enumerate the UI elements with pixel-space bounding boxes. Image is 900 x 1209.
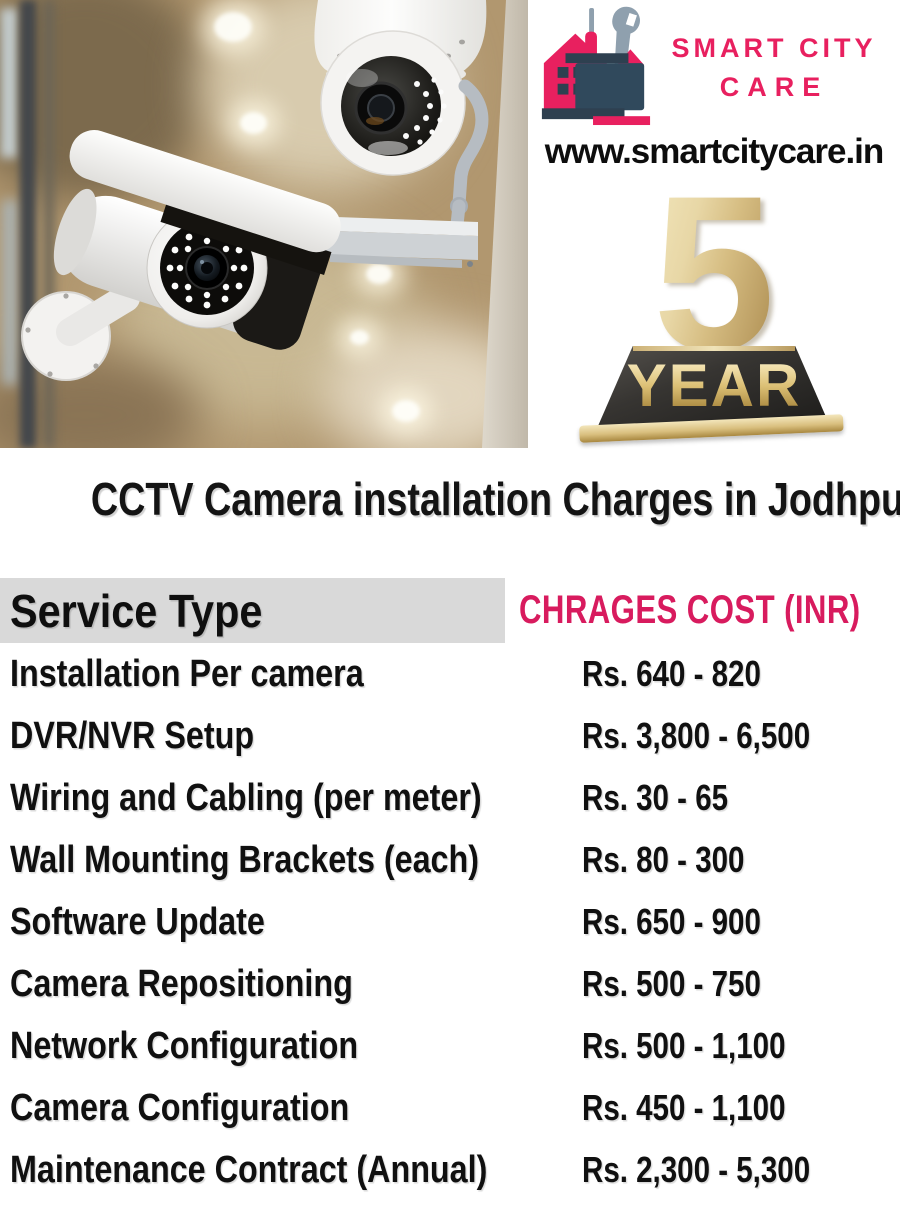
- wall-pillar: [482, 0, 528, 448]
- service-name: Camera Configuration: [10, 1087, 350, 1129]
- badge-base-trim: [632, 346, 796, 351]
- table-row: Camera Configuration Rs. 450 - 1,100: [0, 1077, 900, 1139]
- window-pane: [0, 8, 18, 158]
- camera-illustration: [21, 0, 528, 448]
- dome-camera-icon: [314, 0, 487, 176]
- service-name: Maintenance Contract (Annual): [10, 1149, 488, 1191]
- service-name: Software Update: [10, 901, 265, 943]
- camera-bracket: [306, 79, 489, 268]
- service-name: Wall Mounting Brackets (each): [10, 839, 480, 881]
- service-cost: Rs. 80 - 300: [582, 839, 745, 880]
- window-pane: [2, 200, 18, 385]
- table-row: DVR/NVR Setup Rs. 3,800 - 6,500: [0, 705, 900, 767]
- ceiling-light: [392, 400, 420, 422]
- table-row: Software Update Rs. 650 - 900: [0, 891, 900, 953]
- badge-base: YEAR: [598, 346, 830, 426]
- table-row: Installation Per camera Rs. 640 - 820: [0, 643, 900, 705]
- service-cost: Rs. 500 - 750: [582, 963, 761, 1004]
- service-cost: Rs. 2,300 - 5,300: [582, 1149, 811, 1190]
- service-name: DVR/NVR Setup: [10, 715, 255, 757]
- table-row: Wiring and Cabling (per meter) Rs. 30 - …: [0, 767, 900, 829]
- ceiling-light: [214, 12, 252, 42]
- table-row: Network Configuration Rs. 500 - 1,100: [0, 1015, 900, 1077]
- table-row: Camera Repositioning Rs. 500 - 750: [0, 953, 900, 1015]
- toolbox-house-logo-icon: [541, 6, 651, 126]
- service-type-header: Service Type: [0, 578, 505, 643]
- service-cost: Rs. 3,800 - 6,500: [582, 715, 811, 756]
- page-title: CCTV Camera installation Charges in Jodh…: [90, 473, 900, 525]
- table-header-row: Service Type CHRAGES COST (INR): [0, 578, 900, 643]
- bullet-camera-icon: [21, 130, 341, 381]
- service-name: Installation Per camera: [10, 653, 364, 695]
- table-row: Wall Mounting Brackets (each) Rs. 80 - 3…: [0, 829, 900, 891]
- cost-header: CHRAGES COST (INR): [519, 588, 861, 632]
- website-url: www.smartcitycare.in: [544, 132, 885, 171]
- service-name: Wiring and Cabling (per meter): [10, 777, 482, 819]
- service-name: Network Configuration: [10, 1025, 359, 1067]
- badge-number: 5: [652, 150, 776, 396]
- brand-panel: SMART CITY CARE www.smartcitycare.in 5 Y…: [528, 0, 900, 452]
- ceiling-light: [350, 330, 369, 345]
- service-cost: Rs. 500 - 1,100: [582, 1025, 786, 1066]
- ceiling-light: [240, 112, 267, 134]
- ceiling-light: [366, 264, 392, 284]
- service-cost: Rs. 650 - 900: [582, 901, 761, 942]
- service-cost: Rs. 450 - 1,100: [582, 1087, 786, 1128]
- service-name: Camera Repositioning: [10, 963, 353, 1005]
- service-cost: Rs. 30 - 65: [582, 777, 729, 818]
- brand-name-line1: SMART CITY: [671, 33, 877, 63]
- table-row: Maintenance Contract (Annual) Rs. 2,300 …: [0, 1139, 900, 1201]
- five-year-badge: 5 YEAR: [579, 150, 849, 446]
- service-cost: Rs. 640 - 820: [582, 653, 761, 694]
- price-table: Service Type CHRAGES COST (INR) Installa…: [0, 578, 900, 1201]
- brand-logo: SMART CITY CARE: [536, 4, 900, 132]
- window-frame: [44, 0, 54, 448]
- cctv-photo: [0, 0, 528, 448]
- brand-name-line2: CARE: [719, 72, 829, 102]
- badge-label: YEAR: [598, 356, 830, 416]
